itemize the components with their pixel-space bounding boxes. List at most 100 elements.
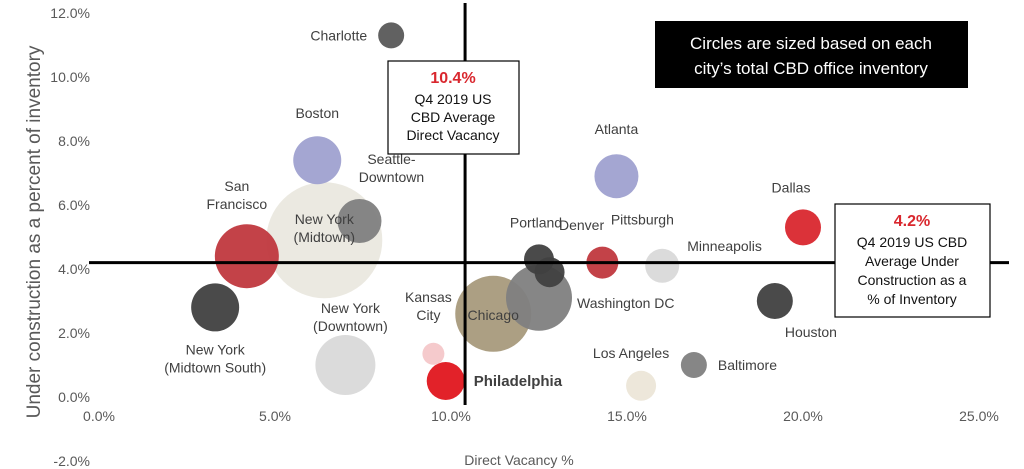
bubble bbox=[315, 335, 376, 395]
bubble-labels-layer: Charlotte Boston Atlanta Dallas Seattle- Down… bbox=[164, 27, 837, 390]
bubble-label: Kansas City bbox=[405, 289, 452, 323]
annotations: 10.4% Q4 2019 US CBD Average Direct Vacancy… bbox=[387, 21, 991, 318]
bubble-label-line-1: Pittsburgh bbox=[611, 212, 674, 228]
construction-average-callout: 4.2% Q4 2019 US CBD Average Under Construct… bbox=[834, 203, 991, 318]
bubble-label-line-1: New York bbox=[321, 300, 381, 316]
axis-titles: Direct Vacancy % Under construction as a… bbox=[24, 45, 574, 468]
size-note-line-1: Circles are sized based on each bbox=[690, 34, 932, 53]
bubble-label-line-1: Houston bbox=[785, 324, 837, 340]
y-tick-label: 8.0% bbox=[58, 133, 90, 149]
y-tick-label: 12.0% bbox=[50, 5, 90, 21]
bubble-label: Baltimore bbox=[718, 357, 777, 373]
bubble-label-line-2: (Downtown) bbox=[313, 318, 388, 334]
x-tick-label: 20.0% bbox=[783, 408, 823, 424]
bubble bbox=[191, 283, 240, 332]
bubble-label: Philadelphia bbox=[474, 373, 563, 390]
bubble-label-line-1: Dallas bbox=[772, 179, 811, 195]
bubble-label: Atlanta bbox=[595, 121, 639, 137]
y-tick-label: 0.0% bbox=[58, 389, 90, 405]
vacancy-average-callout: 10.4% Q4 2019 US CBD Average Direct Vacancy bbox=[387, 60, 520, 155]
bubble bbox=[645, 248, 680, 283]
bubble-label-line-1: Kansas bbox=[405, 289, 452, 305]
callout-box bbox=[387, 60, 520, 155]
construction-average-value: 4.2% bbox=[894, 213, 930, 230]
bubble-label-line-1: Minneapolis bbox=[687, 238, 762, 254]
bubble-label-line-2: City bbox=[416, 307, 440, 323]
bubble bbox=[293, 136, 342, 185]
x-tick-label: 15.0% bbox=[607, 408, 647, 424]
axis-ticks: 0.0% 5.0% 10.0% 15.0% 20.0% 25.0% -2.0% 0.0% 2.0… bbox=[50, 5, 999, 469]
bubble-label-line-1: New York bbox=[295, 211, 355, 227]
bubble-label-line-1: Atlanta bbox=[595, 121, 639, 137]
bubble-label-line-1: Boston bbox=[295, 105, 339, 121]
vacancy-average-label-line-3: Direct Vacancy bbox=[406, 127, 499, 143]
bubble-label-line-1: Philadelphia bbox=[474, 373, 563, 390]
construction-average-label-line-4: % of Inventory bbox=[867, 291, 957, 307]
bubble-label: Los Angeles bbox=[593, 345, 669, 361]
bubble bbox=[680, 352, 707, 378]
y-tick-label: 4.0% bbox=[58, 261, 90, 277]
bubble bbox=[337, 199, 382, 243]
bubble bbox=[214, 224, 279, 289]
y-axis-title: Under construction as a percent of inven… bbox=[24, 45, 45, 418]
bubble-label-line-1: Denver bbox=[559, 217, 604, 233]
bubble-label: Charlotte bbox=[310, 27, 367, 43]
bubble-label-line-1: Chicago bbox=[468, 307, 520, 323]
bubble-label-line-1: Baltimore bbox=[718, 357, 777, 373]
x-tick-label: 25.0% bbox=[959, 408, 999, 424]
bubble-label-line-1: Charlotte bbox=[310, 27, 367, 43]
x-tick-label: 5.0% bbox=[259, 408, 291, 424]
construction-average-label-line-2: Average Under bbox=[865, 253, 959, 269]
x-axis-title: Direct Vacancy % bbox=[464, 452, 573, 468]
y-tick-label: 6.0% bbox=[58, 197, 90, 213]
bubble bbox=[626, 370, 657, 401]
bubble-label: Seattle- Downtown bbox=[359, 151, 424, 185]
y-tick-label: -2.0% bbox=[53, 453, 90, 469]
bubble-label-line-1: San bbox=[224, 178, 249, 194]
size-note-line-2: city’s total CBD office inventory bbox=[694, 59, 928, 78]
x-tick-label: 0.0% bbox=[83, 408, 115, 424]
bubble-label: Washington DC bbox=[577, 295, 675, 311]
bubble-label: New York (Midtown) bbox=[294, 211, 355, 245]
bubbles-layer bbox=[191, 22, 821, 401]
callout-box bbox=[834, 203, 991, 318]
bubble bbox=[785, 209, 821, 246]
y-tick-label: 10.0% bbox=[50, 69, 90, 85]
bubble-label: New York (Downtown) bbox=[313, 300, 388, 334]
bubble-label: New York (Midtown South) bbox=[164, 341, 266, 375]
bubble-label-line-1: Los Angeles bbox=[593, 345, 669, 361]
x-tick-label: 10.0% bbox=[431, 408, 471, 424]
vacancy-average-label-line-1: Q4 2019 US bbox=[414, 91, 491, 107]
bubble-label: Houston bbox=[785, 324, 837, 340]
construction-average-label-line-3: Construction as a bbox=[858, 272, 967, 288]
vacancy-average-label-line-2: CBD Average bbox=[411, 109, 496, 125]
y-tick-label: 2.0% bbox=[58, 325, 90, 341]
bubble-label: Chicago bbox=[468, 307, 520, 323]
bubble-label-line-1: New York bbox=[186, 341, 246, 357]
bubble-label: Minneapolis bbox=[687, 238, 762, 254]
bubble-label: Pittsburgh bbox=[611, 212, 674, 228]
bubble bbox=[378, 22, 405, 49]
bubble-label: Boston bbox=[295, 105, 339, 121]
bubble-label-line-1: Seattle- bbox=[367, 151, 416, 167]
bubble bbox=[422, 342, 445, 365]
bubble-label-line-2: (Midtown) bbox=[294, 229, 355, 245]
bubble-label: San Francisco bbox=[206, 178, 267, 212]
bubble bbox=[756, 283, 793, 319]
bubble-size-note: Circles are sized based on each city’s to… bbox=[655, 21, 968, 88]
bubble bbox=[426, 362, 465, 400]
bubble-label-line-2: Francisco bbox=[206, 196, 267, 212]
bubble bbox=[594, 154, 639, 199]
construction-average-label-line-1: Q4 2019 US CBD bbox=[857, 234, 968, 250]
bubble-label-line-2: Downtown bbox=[359, 169, 424, 185]
bubble-label-line-2: (Midtown South) bbox=[164, 359, 266, 375]
bubble bbox=[534, 257, 565, 288]
bubble-label: Portland bbox=[510, 214, 562, 230]
bubble-label-line-1: Washington DC bbox=[577, 295, 675, 311]
bubble-label: Denver bbox=[559, 217, 604, 233]
bubble-label: Dallas bbox=[772, 179, 811, 195]
note-box bbox=[655, 21, 968, 88]
bubble-label-line-1: Portland bbox=[510, 214, 562, 230]
vacancy-average-value: 10.4% bbox=[430, 70, 475, 87]
